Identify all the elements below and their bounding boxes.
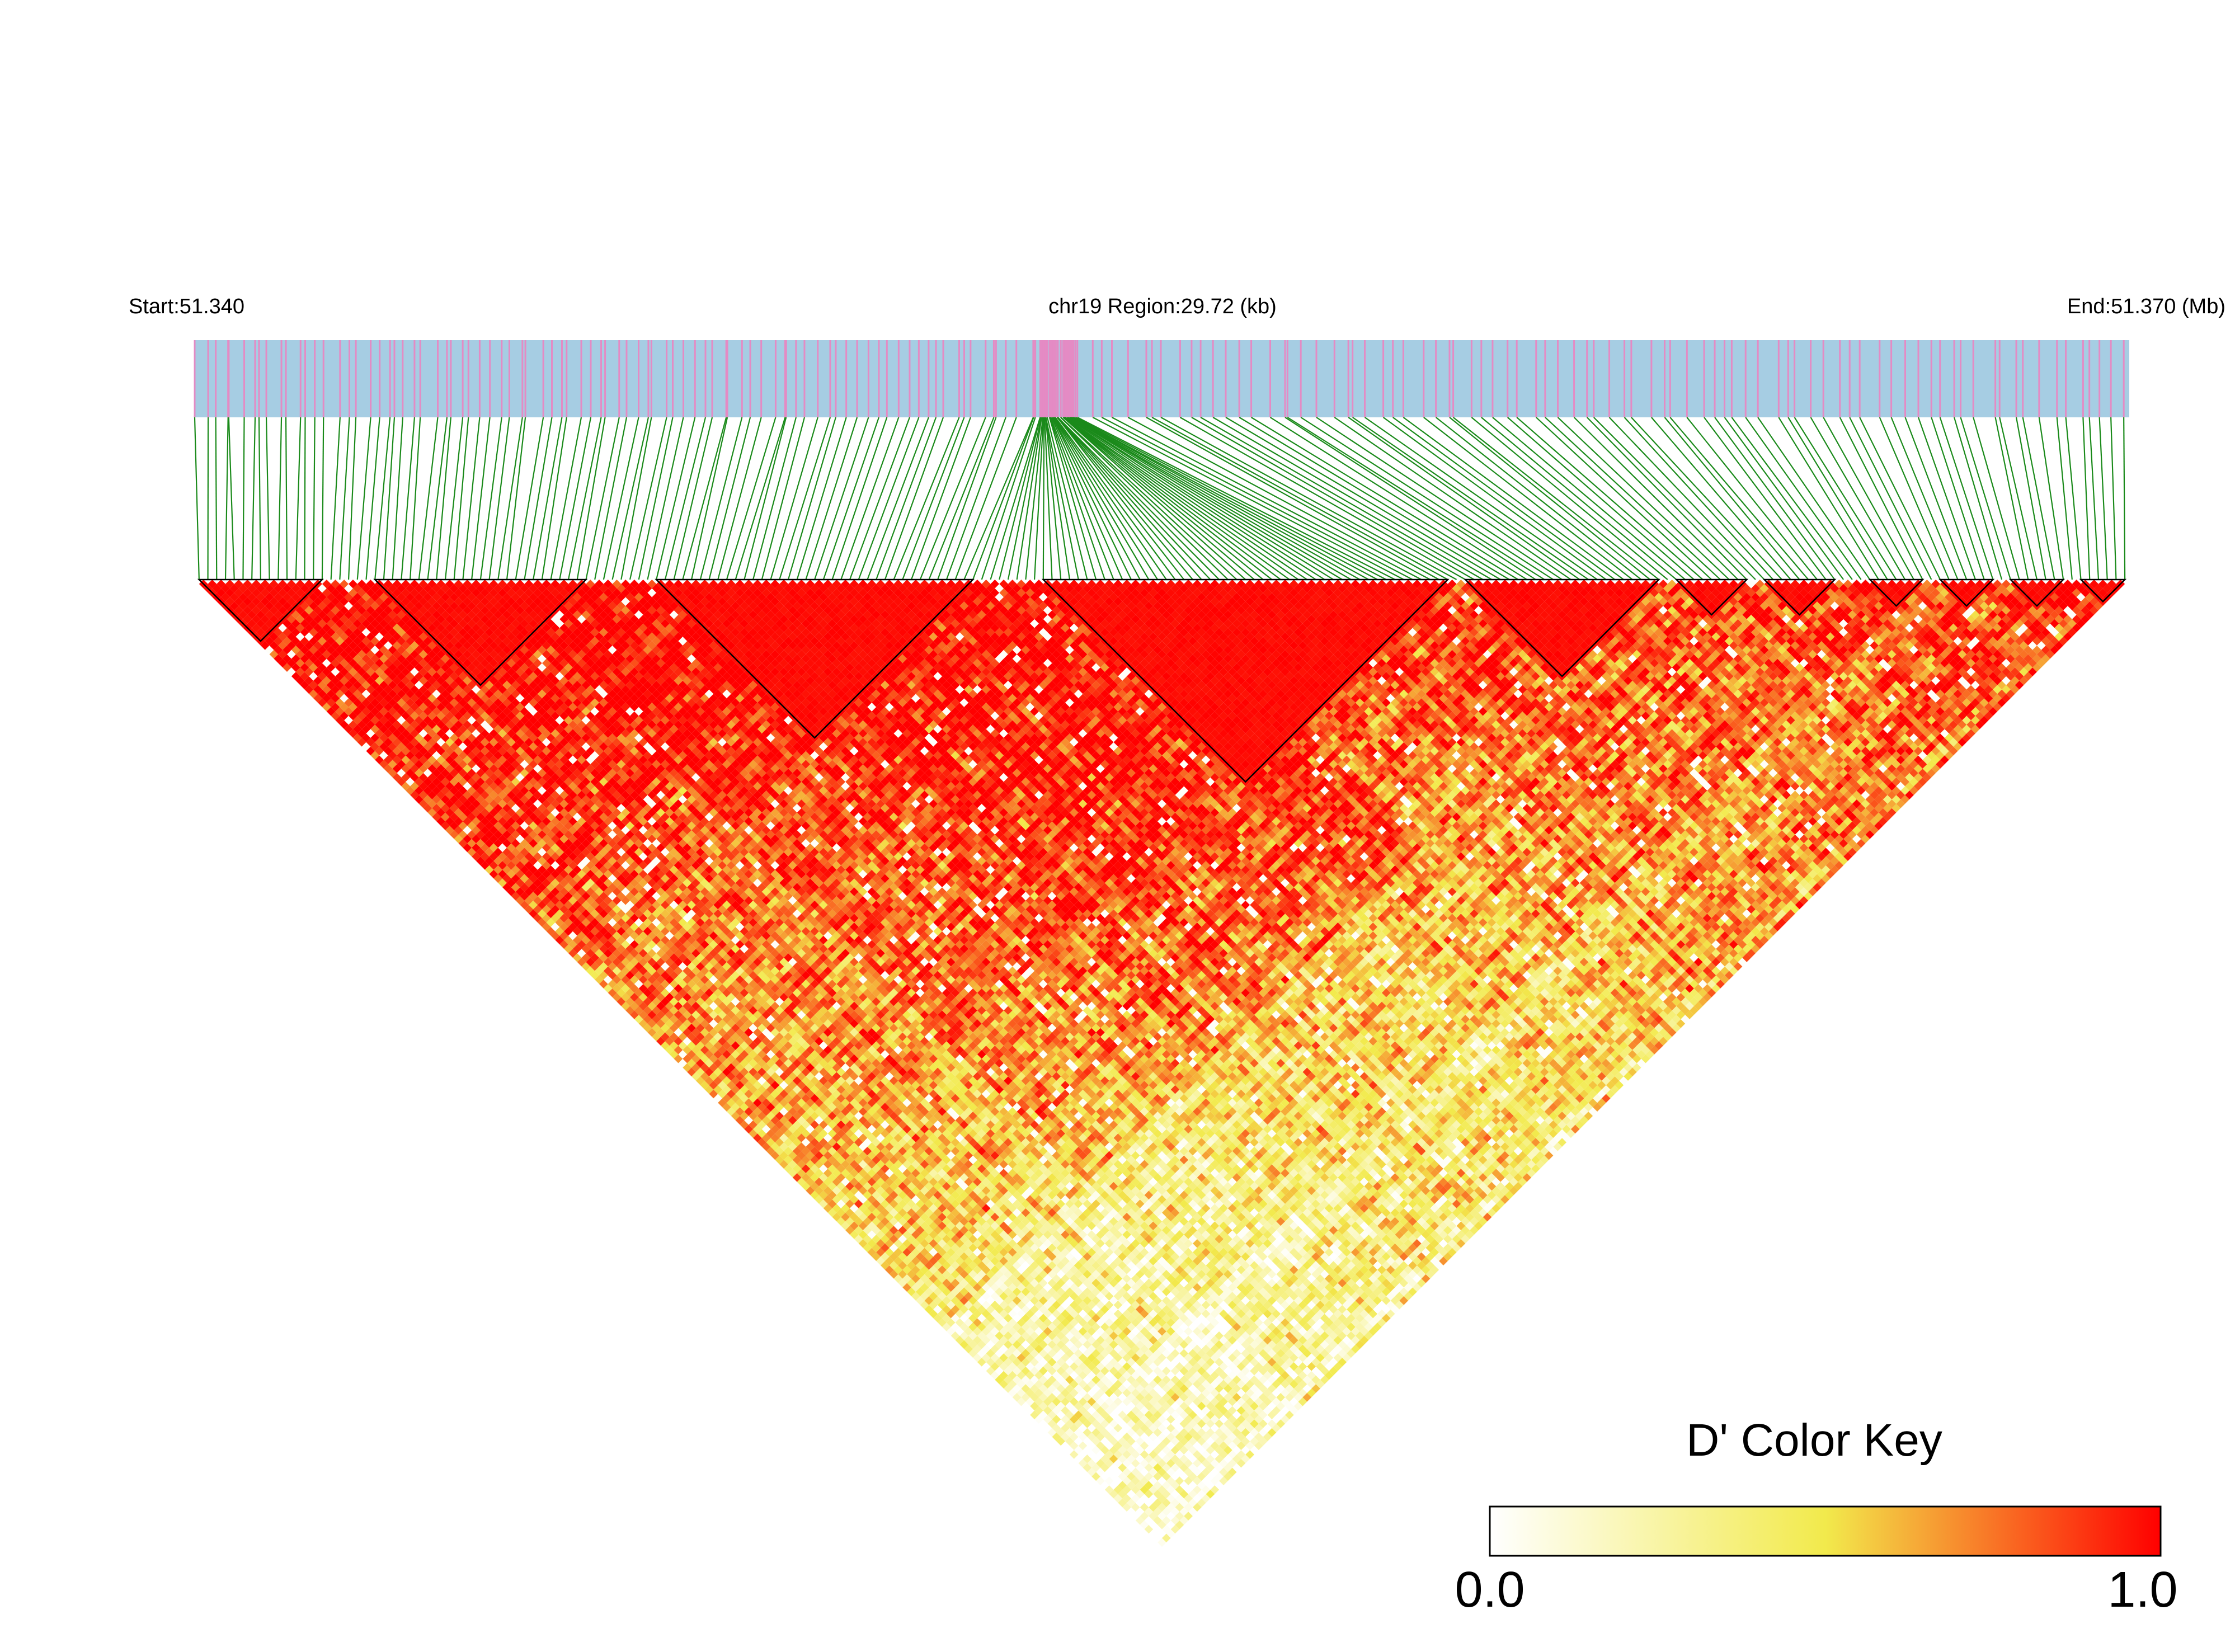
snp-connector <box>1558 417 1729 580</box>
snp-connector <box>630 417 667 580</box>
snp-connector <box>1201 417 1483 580</box>
snp-connector <box>463 417 479 580</box>
snp-connector <box>551 417 581 580</box>
snp-connector <box>859 417 919 580</box>
snp-connector <box>266 417 270 580</box>
snp-connector <box>613 417 648 580</box>
snp-connector <box>1996 417 2029 580</box>
snp-connector <box>278 417 281 580</box>
snp-connector <box>718 417 761 580</box>
region-center-label: chr19 Region:29.72 (kb) <box>1048 295 1277 318</box>
snp-connector <box>322 417 323 580</box>
snp-connector <box>445 417 463 580</box>
region-end-label: End:51.370 (Mb) <box>2067 295 2225 318</box>
snp-connector <box>604 417 639 580</box>
snp-connector <box>384 417 394 580</box>
snp-connector <box>709 417 751 580</box>
snp-connector <box>2083 417 2090 580</box>
snp-connector <box>304 417 305 580</box>
snp-connector <box>331 417 340 580</box>
snp-connector <box>2066 417 2081 580</box>
snp-connector <box>1778 417 1879 580</box>
snp-connector <box>559 417 591 580</box>
snp-connector <box>1065 417 1298 580</box>
snp-connector <box>216 417 217 580</box>
snp-connector <box>259 417 261 580</box>
snp-connector <box>296 417 300 580</box>
snp-connector <box>229 417 234 580</box>
snp-connector <box>982 417 1036 580</box>
snp-connector <box>1450 417 1650 580</box>
snp-connector <box>286 417 287 580</box>
snp-connector <box>419 417 438 580</box>
snp-connector <box>2090 417 2098 580</box>
snp-connector <box>1146 417 1439 580</box>
snp-connector <box>956 417 1017 580</box>
snp-connector <box>1073 417 1368 580</box>
snp-connector <box>639 417 673 580</box>
snp-connector <box>1471 417 1667 580</box>
snp-connector <box>1731 417 1852 580</box>
snp-connector <box>2100 417 2107 580</box>
snp-connector <box>2023 417 2055 580</box>
snp-connector <box>1651 417 1791 580</box>
snp-connector <box>621 417 651 580</box>
snp-connector <box>1070 417 1334 580</box>
snp-connector <box>401 417 415 580</box>
region-start-label: Start:51.340 <box>129 295 244 318</box>
ld-heatmap <box>199 580 2125 1547</box>
snp-connector <box>990 417 1040 580</box>
snp-connector <box>195 417 199 580</box>
snp-connector <box>225 417 228 580</box>
snp-connector <box>490 417 510 580</box>
snp-connector <box>691 417 727 580</box>
snp-connector <box>1353 417 1589 580</box>
snp-connectors <box>195 417 2125 580</box>
snp-connector <box>1954 417 2002 580</box>
snp-connector <box>542 417 567 580</box>
snp-connector <box>516 417 543 580</box>
snp-connector <box>832 417 887 580</box>
snp-connector <box>349 417 356 580</box>
snp-connector <box>753 417 796 580</box>
snp-connector <box>1064 417 1272 580</box>
snp-connector <box>393 417 403 580</box>
snp-connector <box>481 417 502 580</box>
snp-connector <box>867 417 928 580</box>
snp-connector <box>340 417 349 580</box>
snp-connector <box>472 417 490 580</box>
genomic-track <box>195 340 2129 417</box>
snp-connector <box>454 417 469 580</box>
snp-connector <box>1063 417 1245 580</box>
snp-connector <box>850 417 910 580</box>
snp-connector <box>1043 417 1044 580</box>
snp-connector <box>885 417 943 580</box>
snp-connector <box>410 417 420 580</box>
snp-connector <box>1670 417 1808 580</box>
snp-connector <box>647 417 683 580</box>
snp-connector <box>313 417 315 580</box>
snp-connector <box>938 417 996 580</box>
snp-connector <box>568 417 601 580</box>
snp-connector <box>1403 417 1624 580</box>
snp-connector <box>1973 417 2019 580</box>
snp-connector <box>243 417 244 580</box>
snp-connector <box>595 417 627 580</box>
snp-connector <box>1017 417 1042 580</box>
snp-connector <box>964 417 1033 580</box>
snp-connector <box>788 417 836 580</box>
snp-connector <box>2124 417 2125 580</box>
snp-connector <box>1725 417 1844 580</box>
snp-connector <box>1057 417 1184 580</box>
snp-connector <box>252 417 255 580</box>
snp-connector <box>1453 417 1659 580</box>
snp-connector <box>2111 417 2116 580</box>
snp-connector <box>1057 417 1201 580</box>
snp-connector <box>665 417 705 580</box>
